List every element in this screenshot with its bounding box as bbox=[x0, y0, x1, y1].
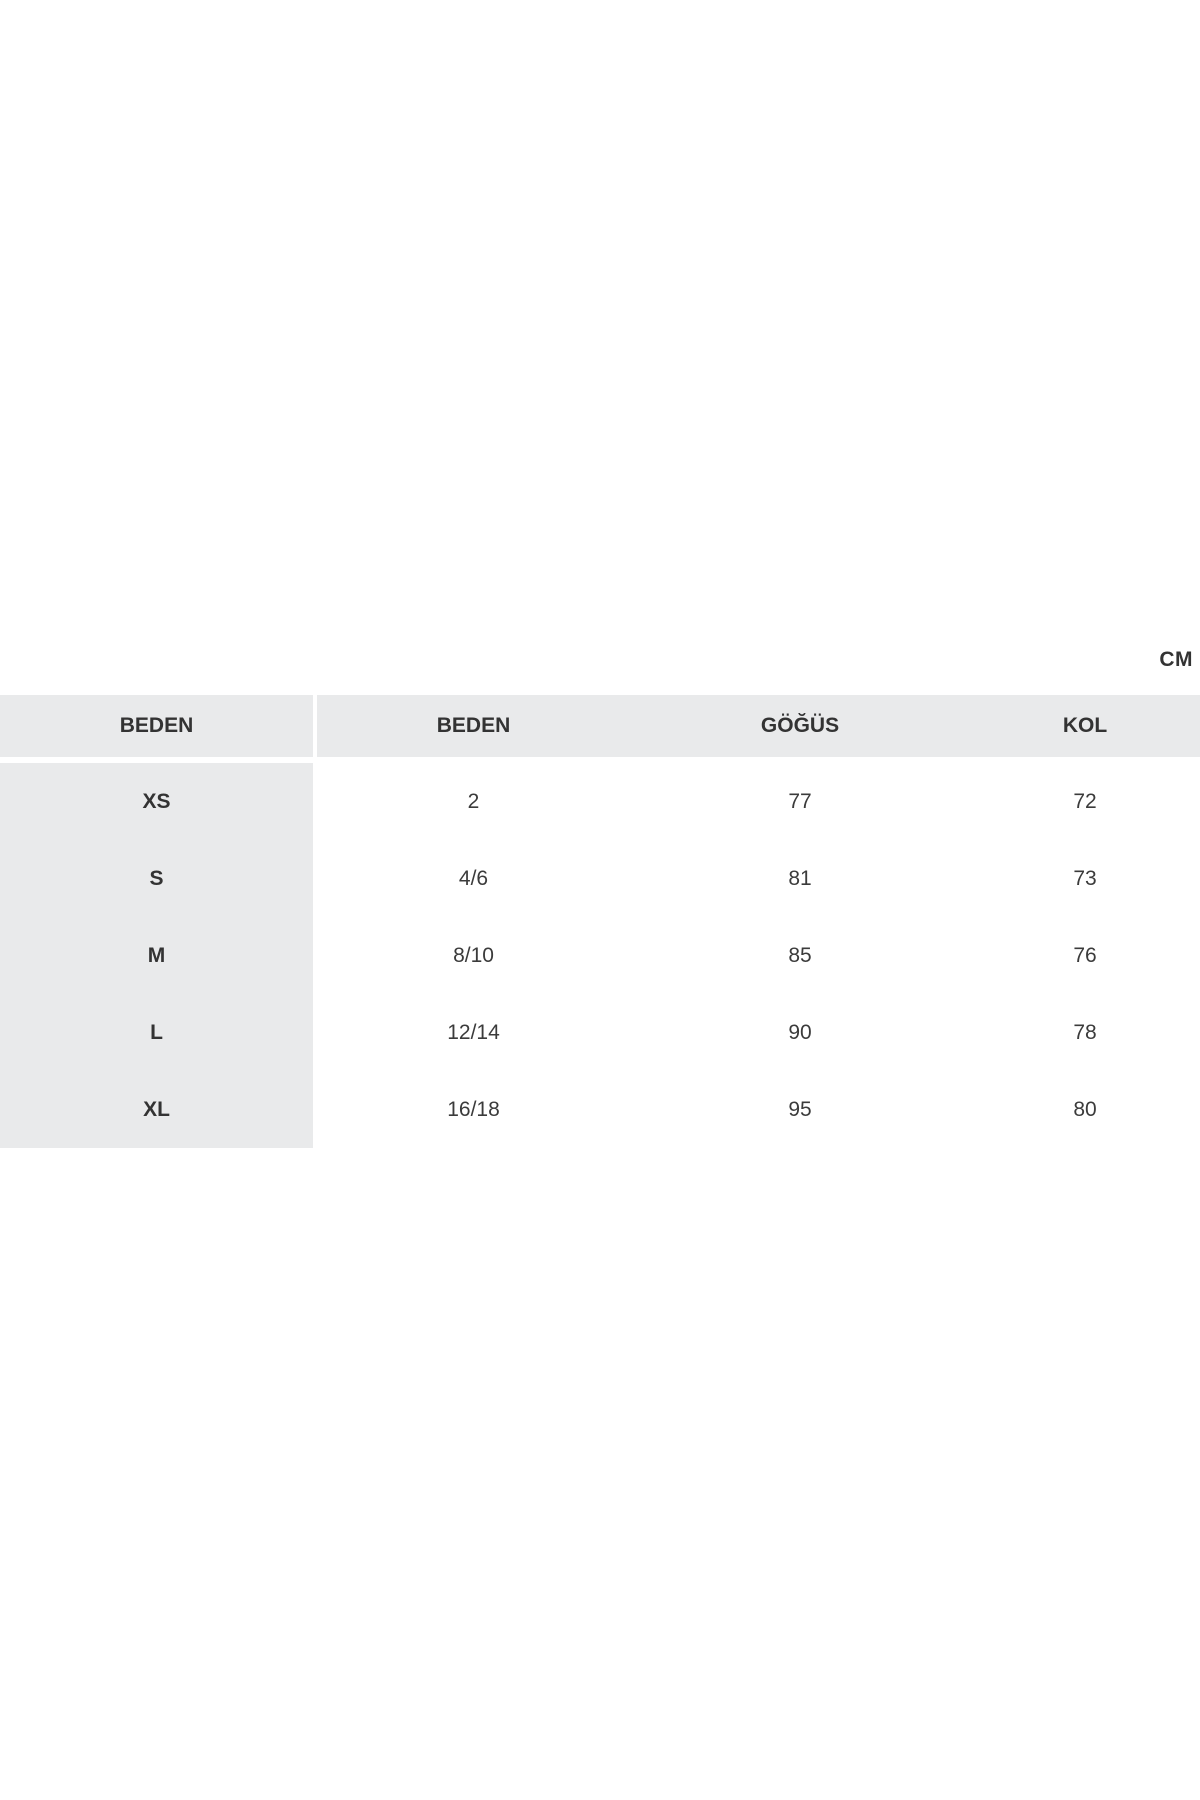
gogus-cell: 95 bbox=[630, 1071, 970, 1148]
gogus-cell: 90 bbox=[630, 994, 970, 1071]
beden-cell: 8/10 bbox=[317, 917, 630, 994]
kol-cell: 78 bbox=[970, 994, 1200, 1071]
gogus-cell: 85 bbox=[630, 917, 970, 994]
beden-cell: 2 bbox=[317, 763, 630, 840]
kol-cell: 73 bbox=[970, 840, 1200, 917]
column-header-beden: BEDEN bbox=[317, 695, 630, 763]
size-cell: XL bbox=[0, 1071, 317, 1148]
table-row: M 8/10 85 76 bbox=[0, 917, 1200, 994]
beden-cell: 12/14 bbox=[317, 994, 630, 1071]
unit-label: CM bbox=[1159, 648, 1193, 671]
gogus-cell: 77 bbox=[630, 763, 970, 840]
column-header-size: BEDEN bbox=[0, 695, 317, 763]
table-row: XL 16/18 95 80 bbox=[0, 1071, 1200, 1148]
size-cell: M bbox=[0, 917, 317, 994]
column-header-kol: KOL bbox=[970, 695, 1200, 763]
kol-cell: 72 bbox=[970, 763, 1200, 840]
table-row: S 4/6 81 73 bbox=[0, 840, 1200, 917]
size-cell: XS bbox=[0, 763, 317, 840]
table-row: XS 2 77 72 bbox=[0, 763, 1200, 840]
size-cell: S bbox=[0, 840, 317, 917]
beden-cell: 16/18 bbox=[317, 1071, 630, 1148]
beden-cell: 4/6 bbox=[317, 840, 630, 917]
kol-cell: 80 bbox=[970, 1071, 1200, 1148]
size-cell: L bbox=[0, 994, 317, 1071]
column-header-gogus: GÖĞÜS bbox=[630, 695, 970, 763]
kol-cell: 76 bbox=[970, 917, 1200, 994]
table-row: L 12/14 90 78 bbox=[0, 994, 1200, 1071]
gogus-cell: 81 bbox=[630, 840, 970, 917]
header-row: BEDEN BEDEN GÖĞÜS KOL bbox=[0, 695, 1200, 763]
size-chart-table: BEDEN BEDEN GÖĞÜS KOL XS 2 77 72 S 4/6 8… bbox=[0, 695, 1200, 1148]
